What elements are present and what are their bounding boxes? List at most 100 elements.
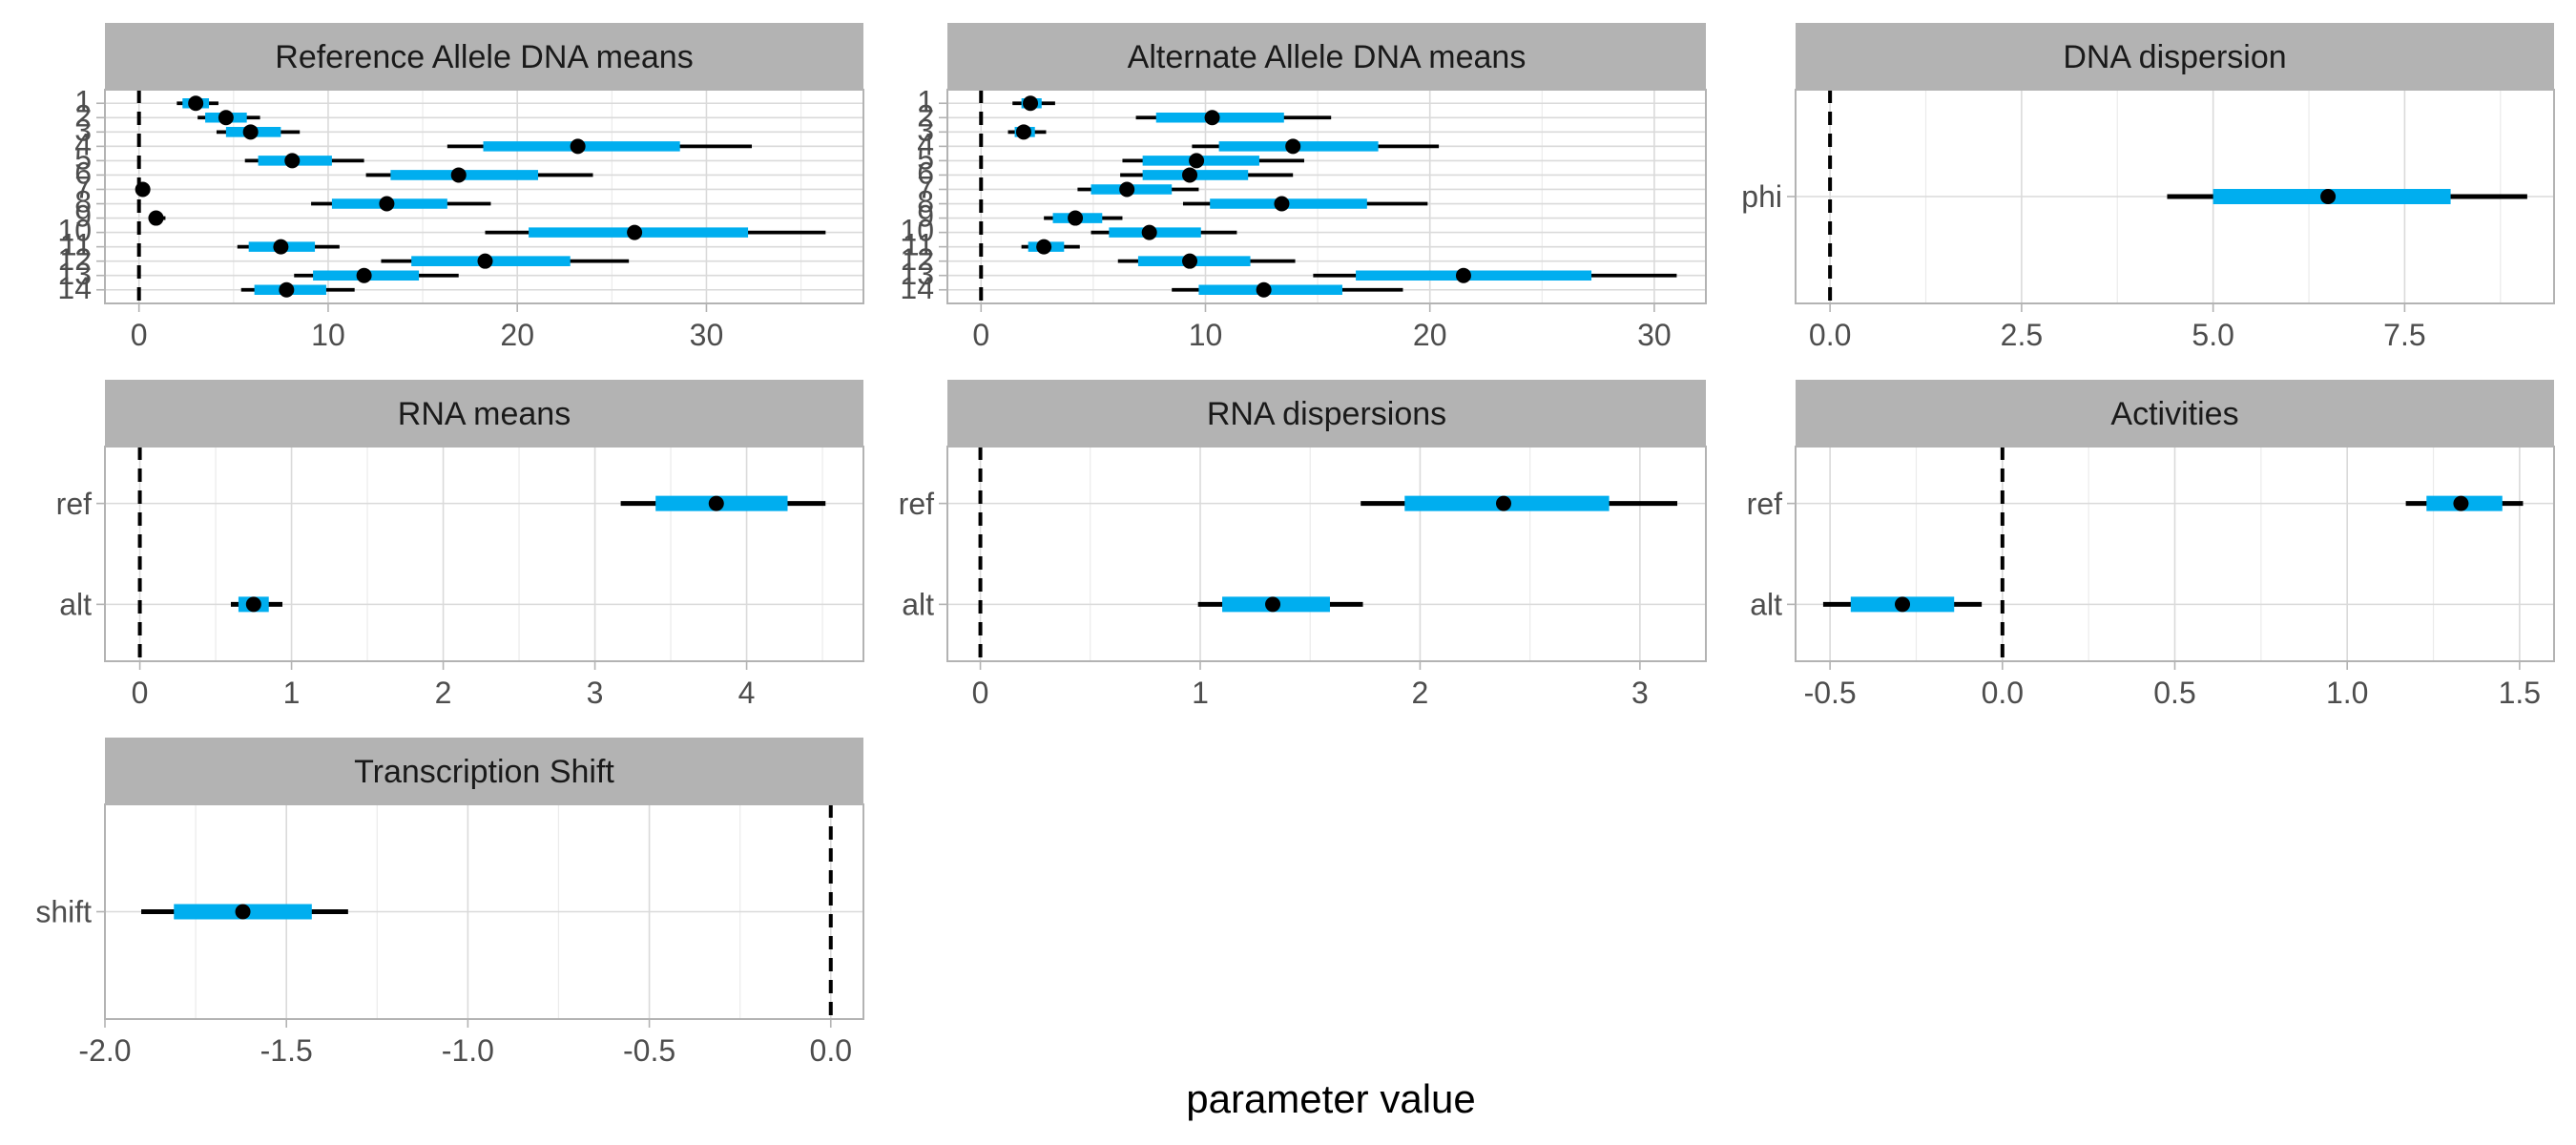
point-estimate-7 xyxy=(1119,181,1135,198)
point-estimate-13 xyxy=(356,267,372,283)
point-estimate-ref xyxy=(1496,495,1511,511)
point-estimate-6 xyxy=(1182,167,1198,183)
y-tick-label: ref xyxy=(1747,487,1782,521)
y-tick-label: 6 xyxy=(74,156,92,191)
x-tick-label: 3 xyxy=(587,676,604,710)
x-tick-label: 1 xyxy=(1192,676,1209,710)
panel-title: RNA dispersions xyxy=(1207,396,1446,432)
panel-title: Alternate Allele DNA means xyxy=(1128,39,1527,75)
point-estimate-12 xyxy=(1182,253,1198,269)
x-tick-label: 2.5 xyxy=(2001,318,2043,352)
panel-border xyxy=(946,446,1707,662)
x-tick-label: 2 xyxy=(1412,676,1429,710)
y-tick-label: 5 xyxy=(74,142,92,177)
y-tick-label: 4 xyxy=(74,127,92,161)
point-estimate-alt xyxy=(1895,596,1911,613)
point-estimate-5 xyxy=(1189,153,1205,169)
y-tick-label: 2 xyxy=(74,98,92,133)
point-estimate-11 xyxy=(273,239,289,255)
panel-strip xyxy=(1796,23,2554,90)
panel-title: Transcription Shift xyxy=(354,754,614,790)
panel-border xyxy=(1795,446,2555,662)
y-tick-label: 12 xyxy=(57,242,92,277)
x-tick-label: 0 xyxy=(972,676,989,710)
point-estimate-2 xyxy=(1204,110,1220,126)
y-tick-label: 8 xyxy=(917,185,934,219)
point-estimate-1 xyxy=(188,95,204,112)
x-tick-label: 10 xyxy=(311,318,345,352)
point-estimate-12 xyxy=(477,253,493,269)
point-estimate-phi xyxy=(2320,189,2337,204)
panel-strip xyxy=(947,380,1706,447)
panel-7: Transcription Shift -2.0 -1.5 -1.0 -0.5 0.0 sh… xyxy=(35,738,864,1068)
panel-strip xyxy=(1796,380,2554,447)
panel-strip xyxy=(105,380,863,447)
point-estimate-3 xyxy=(242,124,259,140)
point-estimate-8 xyxy=(1274,196,1290,212)
y-tick-label: 3 xyxy=(74,113,92,147)
x-tick-label: 20 xyxy=(1413,318,1447,352)
point-estimate-9 xyxy=(148,210,164,226)
x-tick-label: 1 xyxy=(283,676,301,710)
y-tick-label: alt xyxy=(1750,588,1782,622)
y-tick-label: 3 xyxy=(917,113,934,147)
x-tick-label: 20 xyxy=(500,318,534,352)
y-tick-label: 1 xyxy=(917,84,934,118)
point-estimate-alt xyxy=(1265,596,1281,613)
x-tick-label: 0 xyxy=(972,318,989,352)
y-tick-label: 1 xyxy=(74,84,92,118)
x-tick-label: 30 xyxy=(690,318,724,352)
x-tick-label: 2 xyxy=(435,676,452,710)
x-tick-label: 0.0 xyxy=(1809,318,1851,352)
x-tick-label: 3 xyxy=(1631,676,1649,710)
panel-5: RNA dispersions 0 1 2 3 ref alt xyxy=(899,380,1707,710)
panel-border xyxy=(104,446,864,662)
point-estimate-shift xyxy=(235,904,251,920)
y-tick-label: 14 xyxy=(900,271,934,305)
panel-border xyxy=(946,89,1707,304)
point-estimate-14 xyxy=(279,281,295,298)
y-tick-label: 6 xyxy=(917,156,934,191)
point-estimate-4 xyxy=(570,138,586,155)
panel-border xyxy=(104,89,864,304)
x-tick-label: -0.5 xyxy=(623,1033,675,1068)
point-estimate-ref xyxy=(2453,495,2469,511)
y-tick-label: 10 xyxy=(900,214,934,248)
point-estimate-10 xyxy=(627,224,643,240)
panel-title: Activities xyxy=(2110,396,2238,432)
point-estimate-3 xyxy=(1015,124,1031,140)
y-tick-label: 14 xyxy=(57,271,92,305)
panel-strip xyxy=(105,738,863,804)
point-estimate-8 xyxy=(379,196,395,212)
y-tick-label: shift xyxy=(35,895,92,929)
x-tick-label: 0.0 xyxy=(1982,676,2024,710)
x-tick-label: -1.0 xyxy=(442,1033,494,1068)
point-estimate-4 xyxy=(1285,138,1301,155)
x-axis-title: parameter value xyxy=(1186,1076,1476,1121)
y-tick-label: 9 xyxy=(74,199,92,234)
y-tick-label: 10 xyxy=(57,214,92,248)
y-tick-label: 7 xyxy=(917,171,934,205)
y-tick-label: ref xyxy=(899,487,934,521)
x-tick-label: 1.5 xyxy=(2499,676,2541,710)
x-tick-label: 30 xyxy=(1637,318,1672,352)
x-tick-label: -2.0 xyxy=(78,1033,131,1068)
point-estimate-1 xyxy=(1023,95,1039,112)
panel-4: RNA means 0 1 2 3 4 ref alt xyxy=(56,380,864,710)
panel-6: Activities -0.5 0.0 0.5 1.0 1.5 ref alt xyxy=(1747,380,2555,710)
point-estimate-10 xyxy=(1141,224,1157,240)
panel-strip xyxy=(105,23,863,90)
x-tick-label: 7.5 xyxy=(2383,318,2425,352)
panel-strip xyxy=(947,23,1706,90)
x-tick-label: -1.5 xyxy=(260,1033,313,1068)
point-estimate-13 xyxy=(1455,267,1471,283)
panel-border xyxy=(1795,89,2555,304)
point-estimate-5 xyxy=(284,153,301,169)
point-estimate-11 xyxy=(1036,239,1052,255)
y-tick-label: 2 xyxy=(917,98,934,133)
y-tick-label: alt xyxy=(902,588,934,622)
x-tick-label: 0 xyxy=(131,318,148,352)
